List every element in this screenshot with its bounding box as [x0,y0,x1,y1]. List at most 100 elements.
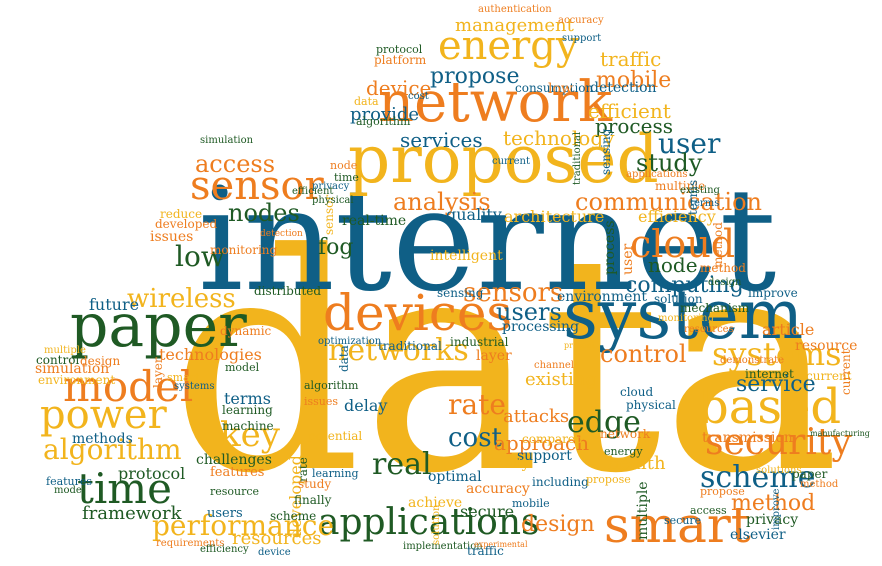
word-simulation: simulation [35,361,110,377]
word-protocol: protocol [118,464,186,483]
word-process: process [595,114,673,138]
word-real-time: real-time [342,213,407,229]
word-architecture: architecture [504,207,605,226]
word-user: user [658,127,721,160]
word-cloud-small: cloud [620,385,654,399]
word-method: method [731,491,816,516]
word-scheme: scheme [700,460,816,495]
word-time: time [77,464,172,513]
word-systems: systems [712,335,842,373]
word-achieve: achieve [408,495,463,511]
word-algorithm-small: algorithm [356,115,411,128]
word-detection-small: detection [260,229,303,239]
word-method-right: method [800,479,839,490]
word-privacy: privacy [746,512,799,528]
word-challenges: challenges [196,452,272,468]
word-physical-small: physical [312,195,354,206]
word-secure-right: secure [664,514,702,527]
word-machine: machine [222,419,274,433]
word-paper: paper [70,291,247,361]
word-provide: provide [350,104,420,125]
word-real: real [372,447,432,482]
word-solutions: solutions [756,465,802,476]
word-dynamic: dynamic [220,324,272,338]
word-node: node [648,253,698,277]
word-demonstrate: demonstrate [720,355,785,366]
word-industrial: industrial [450,335,509,349]
word-platform: platform [374,53,427,67]
word-network: network [378,70,613,135]
word-consumption: consumption [515,81,594,95]
word-nodes: nodes [228,199,300,227]
word-control: control [600,340,687,368]
word-layer: layer [476,348,512,364]
word-model-left: model [54,485,86,496]
word-efficiency: efficiency [638,207,716,226]
word-improve-vertical: improve [771,488,782,530]
word-designed-left: design [80,354,121,368]
word-optimal: optimal [428,469,482,485]
word-paper-right: paper [792,467,828,481]
word-network-small: network [600,427,651,441]
word-accuracy: accuracy [466,481,530,497]
word-networks: networks [328,333,469,368]
word-solution: solution [654,292,703,306]
word-issues-small: issues [304,395,339,408]
word-terms: terms [224,389,271,408]
word-reduce: reduce [160,207,203,221]
word-environments-left: environment [38,373,116,387]
word-environment: environment [557,289,648,305]
word-monitoring: monitoring [210,243,278,257]
word-devices: devices [323,284,513,342]
word-users-small: users [207,506,243,521]
word-protocol-small: protocol [376,43,423,56]
word-efficiency-small: efficiency [200,544,249,555]
word-channel: channel [534,360,574,371]
word-current: current [806,369,852,383]
word-sensing-vertical: sensing [599,128,613,175]
word-delay: delay [344,396,388,415]
word-including: including [532,475,589,489]
word-rate: rate [448,388,506,421]
word-existing: existing [525,369,597,390]
word-detection: detection [590,80,657,96]
word-users: users [496,298,562,326]
word-device-small: device [258,547,291,558]
word-efficient: efficient [588,99,671,123]
word-low-small: low [548,81,573,97]
word-learning-small: learning [312,467,359,480]
word-sensors: sensors [463,278,564,308]
word-resource: resource [795,338,858,354]
word-resources: resources [232,528,322,549]
word-present: present [564,341,595,350]
word-multiple-left: multiple [44,345,86,356]
word-performance: performance [152,509,335,542]
word-resources-right: resources [684,324,734,335]
word-edge: edge [567,405,641,440]
word-internet-small: internet [745,367,794,381]
word-potential: potential [308,429,363,443]
word-physical: physical [626,398,676,412]
word-security: security [705,422,852,463]
word-mobile-small: mobile [512,497,550,510]
word-cloud: cloud [630,222,736,266]
word-finally: finally [486,456,530,472]
word-layer-vertical: layer [151,357,165,388]
word-secure: secure [460,502,515,521]
word-traditional-vertical: traditional [572,131,583,185]
word-issues: issues [150,229,194,245]
word-wireless: wireless [127,284,236,314]
word-attacks: attacks [503,406,570,427]
word-current-vertical: current [839,349,853,395]
word-requirements: requirements [156,538,225,549]
word-design-upper: design [708,277,742,288]
word-power: power [40,392,167,438]
word-support-small: support [562,33,602,44]
word-internet: internet [198,158,777,323]
word-key: key [220,415,280,455]
word-method-upper: method [700,261,746,275]
word-communication: communication [575,188,762,216]
word-management: management [455,15,574,36]
word-compared: compared [522,432,583,446]
word-data-vertical: data [337,345,351,372]
